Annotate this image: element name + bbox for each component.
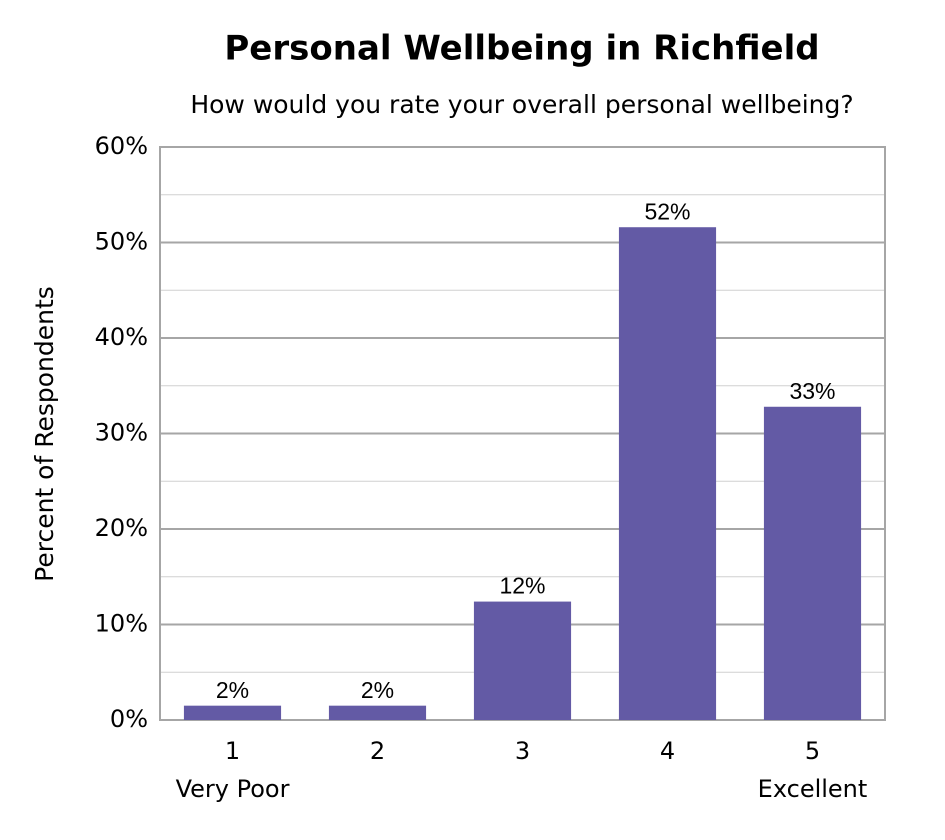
bar <box>618 227 717 720</box>
x-tick-label: 1 <box>225 737 240 765</box>
bar <box>763 406 862 720</box>
y-axis-label: Percent of Respondents <box>30 286 59 582</box>
y-tick-label: 40% <box>95 323 148 351</box>
data-label: 33% <box>789 378 835 404</box>
bar <box>473 601 572 720</box>
y-tick-label: 20% <box>95 514 148 542</box>
x-tick-sublabel: Excellent <box>758 775 868 803</box>
x-tick-sublabel: Very Poor <box>176 775 290 803</box>
x-tick-label: 4 <box>660 737 675 765</box>
data-label: 12% <box>499 573 545 599</box>
data-label: 2% <box>361 677 394 703</box>
data-label: 2% <box>216 677 249 703</box>
y-tick-label: 50% <box>95 228 148 256</box>
x-tick-label: 3 <box>515 737 530 765</box>
y-tick-label: 0% <box>110 705 148 733</box>
y-tick-label: 60% <box>95 132 148 160</box>
y-tick-label: 30% <box>95 419 148 447</box>
chart-title: Personal Wellbeing in Richfield <box>224 29 819 69</box>
bar <box>183 705 282 720</box>
data-label: 52% <box>644 198 690 224</box>
bar <box>328 705 427 720</box>
x-tick-label: 2 <box>370 737 385 765</box>
x-tick-label: 5 <box>805 737 820 765</box>
y-tick-label: 10% <box>95 610 148 638</box>
chart-subtitle: How would you rate your overall personal… <box>190 90 853 119</box>
